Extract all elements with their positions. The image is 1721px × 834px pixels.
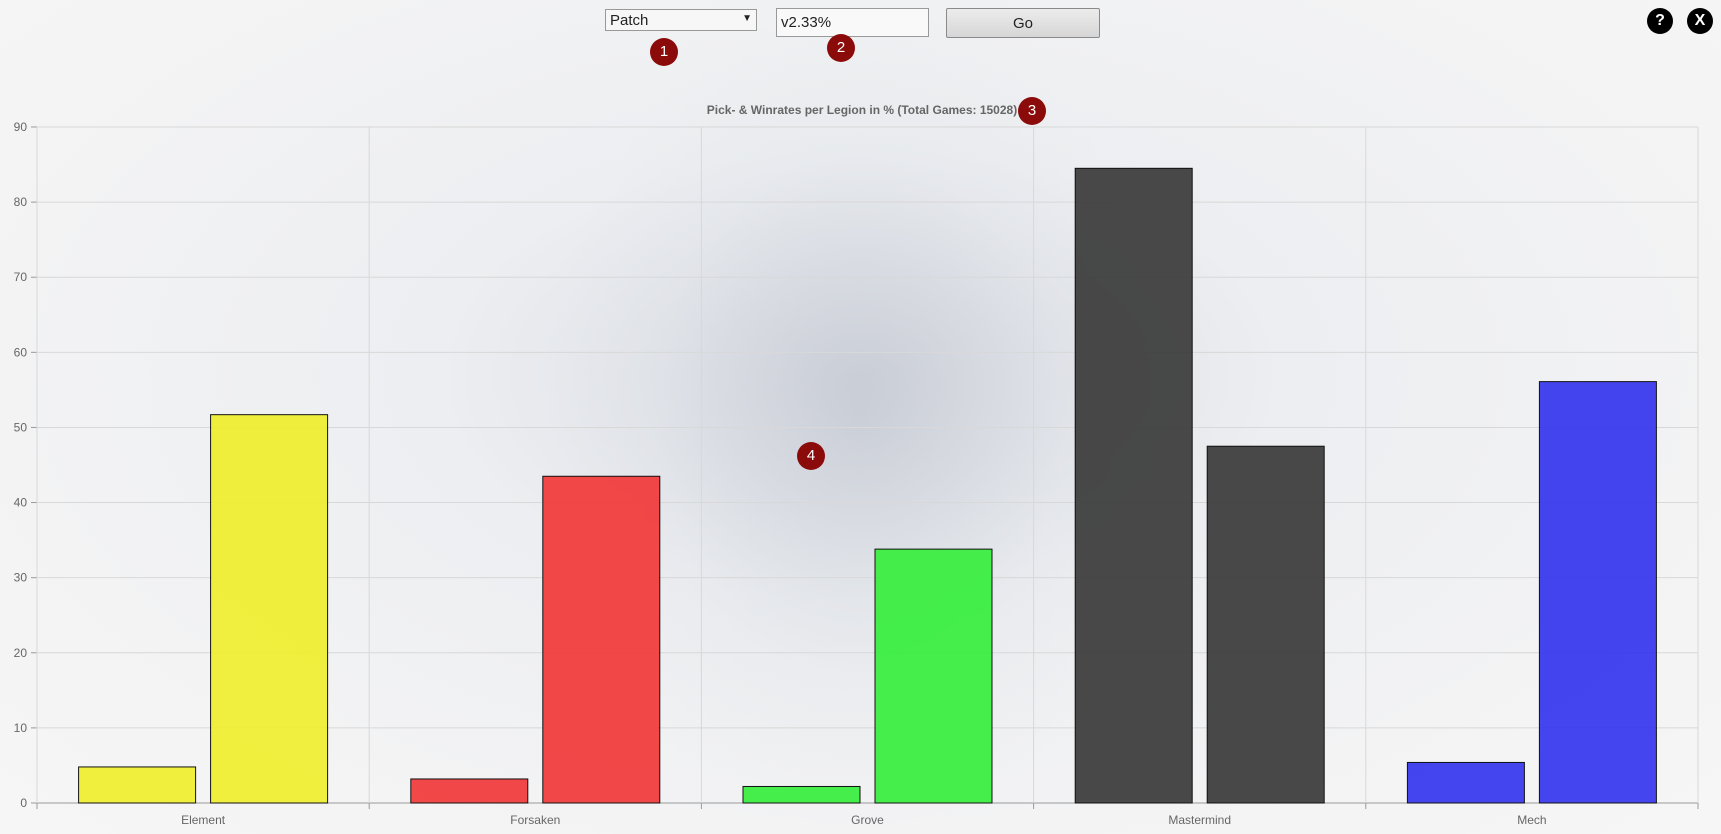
y-tick-label: 0 <box>20 796 27 810</box>
y-tick-label: 40 <box>14 496 28 510</box>
y-tick-label: 30 <box>14 571 28 585</box>
filter-type-select[interactable]: Patch ▼ <box>605 9 757 31</box>
filter-value-input[interactable] <box>776 8 929 37</box>
bar-pickrate-element <box>78 766 197 804</box>
help-icon: ? <box>1655 12 1665 29</box>
callout-marker-1: 1 <box>650 38 678 66</box>
callout-marker-3: 3 <box>1018 97 1046 125</box>
close-icon: X <box>1694 12 1706 29</box>
chart-title: Pick- & Winrates per Legion in % (Total … <box>707 103 1017 117</box>
y-tick-label: 50 <box>14 420 28 434</box>
bar-winrate-element <box>210 414 329 804</box>
x-tick-label: Grove <box>851 813 884 827</box>
bar-winrate-grove <box>874 548 993 804</box>
callout-marker-4: 4 <box>797 442 825 470</box>
chevron-down-icon: ▼ <box>742 13 752 24</box>
y-tick-label: 60 <box>14 345 28 359</box>
y-tick-label: 90 <box>14 120 28 134</box>
bar-winrate-forsaken <box>542 475 661 804</box>
bar-pickrate-mech <box>1406 761 1525 804</box>
go-button[interactable]: Go <box>946 8 1100 38</box>
filter-type-value: Patch <box>610 12 649 29</box>
bar-winrate-mech <box>1538 381 1657 804</box>
x-tick-label: Mech <box>1517 813 1546 827</box>
bar-pickrate-grove <box>742 785 861 804</box>
bar-winrate-mastermind <box>1206 445 1325 804</box>
bar-pickrate-forsaken <box>410 778 529 804</box>
x-tick-label: Element <box>181 813 226 827</box>
y-tick-label: 10 <box>14 721 28 735</box>
close-button[interactable]: X <box>1687 8 1713 34</box>
x-tick-label: Forsaken <box>510 813 560 827</box>
help-button[interactable]: ? <box>1647 8 1673 34</box>
y-tick-label: 20 <box>14 646 28 660</box>
y-tick-label: 80 <box>14 195 28 209</box>
callout-marker-2: 2 <box>827 34 855 62</box>
toolbar: Patch ▼ Go ? X <box>0 0 1721 60</box>
bar-pickrate-mastermind <box>1074 167 1193 804</box>
x-tick-label: Mastermind <box>1168 813 1231 827</box>
y-tick-label: 70 <box>14 270 28 284</box>
